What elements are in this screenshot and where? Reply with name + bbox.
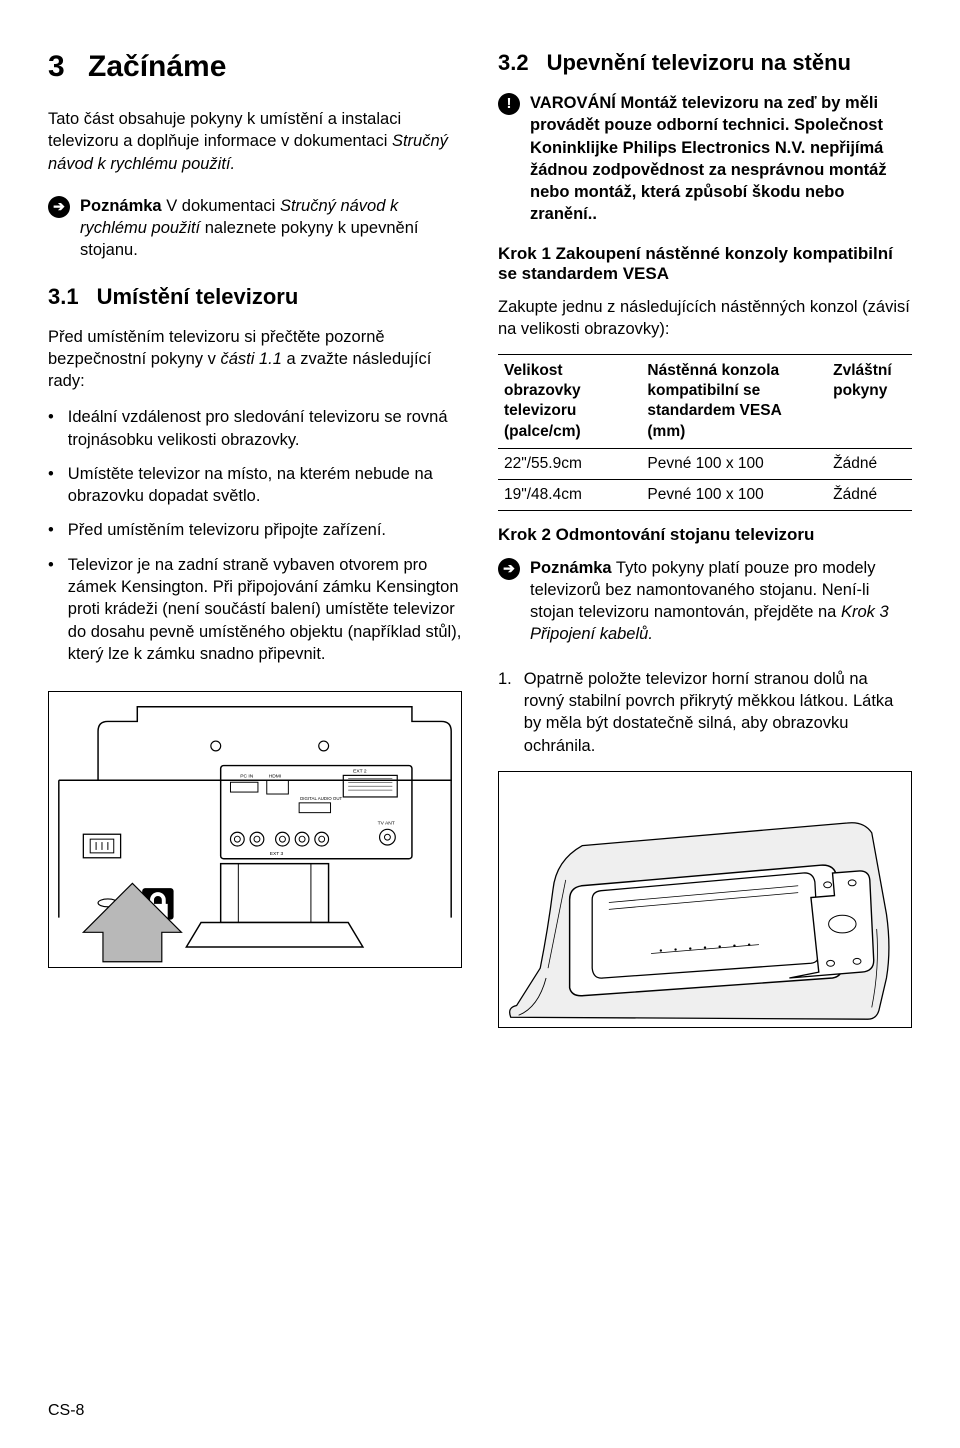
table-header: Nástěnná konzola kompatibilní se standar… (641, 355, 827, 449)
warning-block: ! VAROVÁNÍ Montáž televizoru na zeď by m… (498, 92, 912, 226)
section-heading: 3Začínáme (48, 50, 462, 84)
list-item: Před umístěním televizoru připojte zaříz… (48, 519, 462, 541)
note-label: Poznámka (530, 559, 612, 577)
subsection-number: 3.1 (48, 284, 79, 310)
svg-text:EXT 2: EXT 2 (353, 768, 367, 774)
numbered-list: 1. Opatrně položte televizor horní stran… (498, 668, 912, 757)
section-number: 3 (48, 50, 88, 84)
warning-body: Montáž televizoru na zeď by měli provádě… (530, 94, 887, 223)
step-heading: Krok 1 Zakoupení nástěnné konzoly kompat… (498, 244, 912, 284)
warning-text: VAROVÁNÍ Montáž televizoru na zeď by měl… (530, 92, 912, 226)
bullet-text: Televizor je na zadní straně vybaven otv… (68, 554, 462, 665)
note-icon: ➔ (498, 558, 520, 580)
subsection-heading: 3.1 Umístění televizoru (48, 284, 462, 310)
bullet-text: Ideální vzdálenost pro sledování televiz… (68, 406, 462, 451)
step-text: Opatrně položte televizor horní stranou … (524, 668, 912, 757)
table-cell: 19"/48.4cm (498, 479, 641, 510)
note-body-a: V dokumentaci (162, 197, 280, 215)
note-block: ➔ Poznámka Tyto pokyny platí pouze pro m… (498, 557, 912, 646)
subsection-number: 3.2 (498, 50, 529, 76)
svg-text:TV ANT: TV ANT (378, 820, 395, 826)
bullet-list: Ideální vzdálenost pro sledování televiz… (48, 406, 462, 665)
note-label: Poznámka (80, 197, 162, 215)
body-paragraph: Před umístěním televizoru si přečtěte po… (48, 326, 462, 393)
page-number: CS-8 (48, 1402, 84, 1420)
svg-text:PC IN: PC IN (240, 773, 254, 779)
subsection-title: Upevnění televizoru na stěnu (547, 50, 851, 76)
step-heading: Krok 2 Odmontování stojanu televizoru (498, 525, 912, 545)
table-cell: Pevné 100 x 100 (641, 448, 827, 479)
list-item: 1. Opatrně položte televizor horní stran… (498, 668, 912, 757)
list-item: Televizor je na zadní straně vybaven otv… (48, 554, 462, 665)
note-text: Poznámka V dokumentaci Stručný návod k r… (80, 195, 462, 262)
table-cell: 22"/55.9cm (498, 448, 641, 479)
vesa-table: Velikost obrazovky televizoru (palce/cm)… (498, 354, 912, 511)
note-block: ➔ Poznámka V dokumentaci Stručný návod k… (48, 195, 462, 262)
warning-label: VAROVÁNÍ (530, 94, 616, 112)
note-icon: ➔ (48, 196, 70, 218)
step-number: 1. (498, 668, 512, 757)
note-text: Poznámka Tyto pokyny platí pouze pro mod… (530, 557, 912, 646)
table-cell: Žádné (827, 448, 912, 479)
tv-back-diagram: PC IN HDMI EXT 2 DIGITAL AUDIO OUT TV AN… (48, 691, 462, 968)
svg-text:HDMI: HDMI (269, 773, 282, 779)
section-title: Začínáme (88, 50, 226, 83)
body-paragraph: Zakupte jednu z následujících nástěnných… (498, 296, 912, 341)
svg-text:DIGITAL AUDIO OUT: DIGITAL AUDIO OUT (300, 796, 342, 801)
warning-icon: ! (498, 93, 520, 115)
table-cell: Žádné (827, 479, 912, 510)
table-header: Zvláštní pokyny (827, 355, 912, 449)
table-cell: Pevné 100 x 100 (641, 479, 827, 510)
table-header: Velikost obrazovky televizoru (palce/cm) (498, 355, 641, 449)
body-italic: části 1.1 (220, 350, 281, 368)
subsection-heading: 3.2 Upevnění televizoru na stěnu (498, 50, 912, 76)
table-row: 22"/55.9cm Pevné 100 x 100 Žádné (498, 448, 912, 479)
intro-text: Tato část obsahuje pokyny k umístění a i… (48, 110, 401, 150)
table-row: 19"/48.4cm Pevné 100 x 100 Žádné (498, 479, 912, 510)
subsection-title: Umístění televizoru (97, 284, 299, 310)
bullet-text: Umístěte televizor na místo, na kterém n… (68, 463, 462, 508)
tv-facedown-diagram (498, 771, 912, 1028)
bullet-text: Před umístěním televizoru připojte zaříz… (68, 519, 386, 541)
list-item: Umístěte televizor na místo, na kterém n… (48, 463, 462, 508)
svg-text:EXT 3: EXT 3 (270, 851, 284, 857)
list-item: Ideální vzdálenost pro sledování televiz… (48, 406, 462, 451)
intro-paragraph: Tato část obsahuje pokyny k umístění a i… (48, 108, 462, 175)
